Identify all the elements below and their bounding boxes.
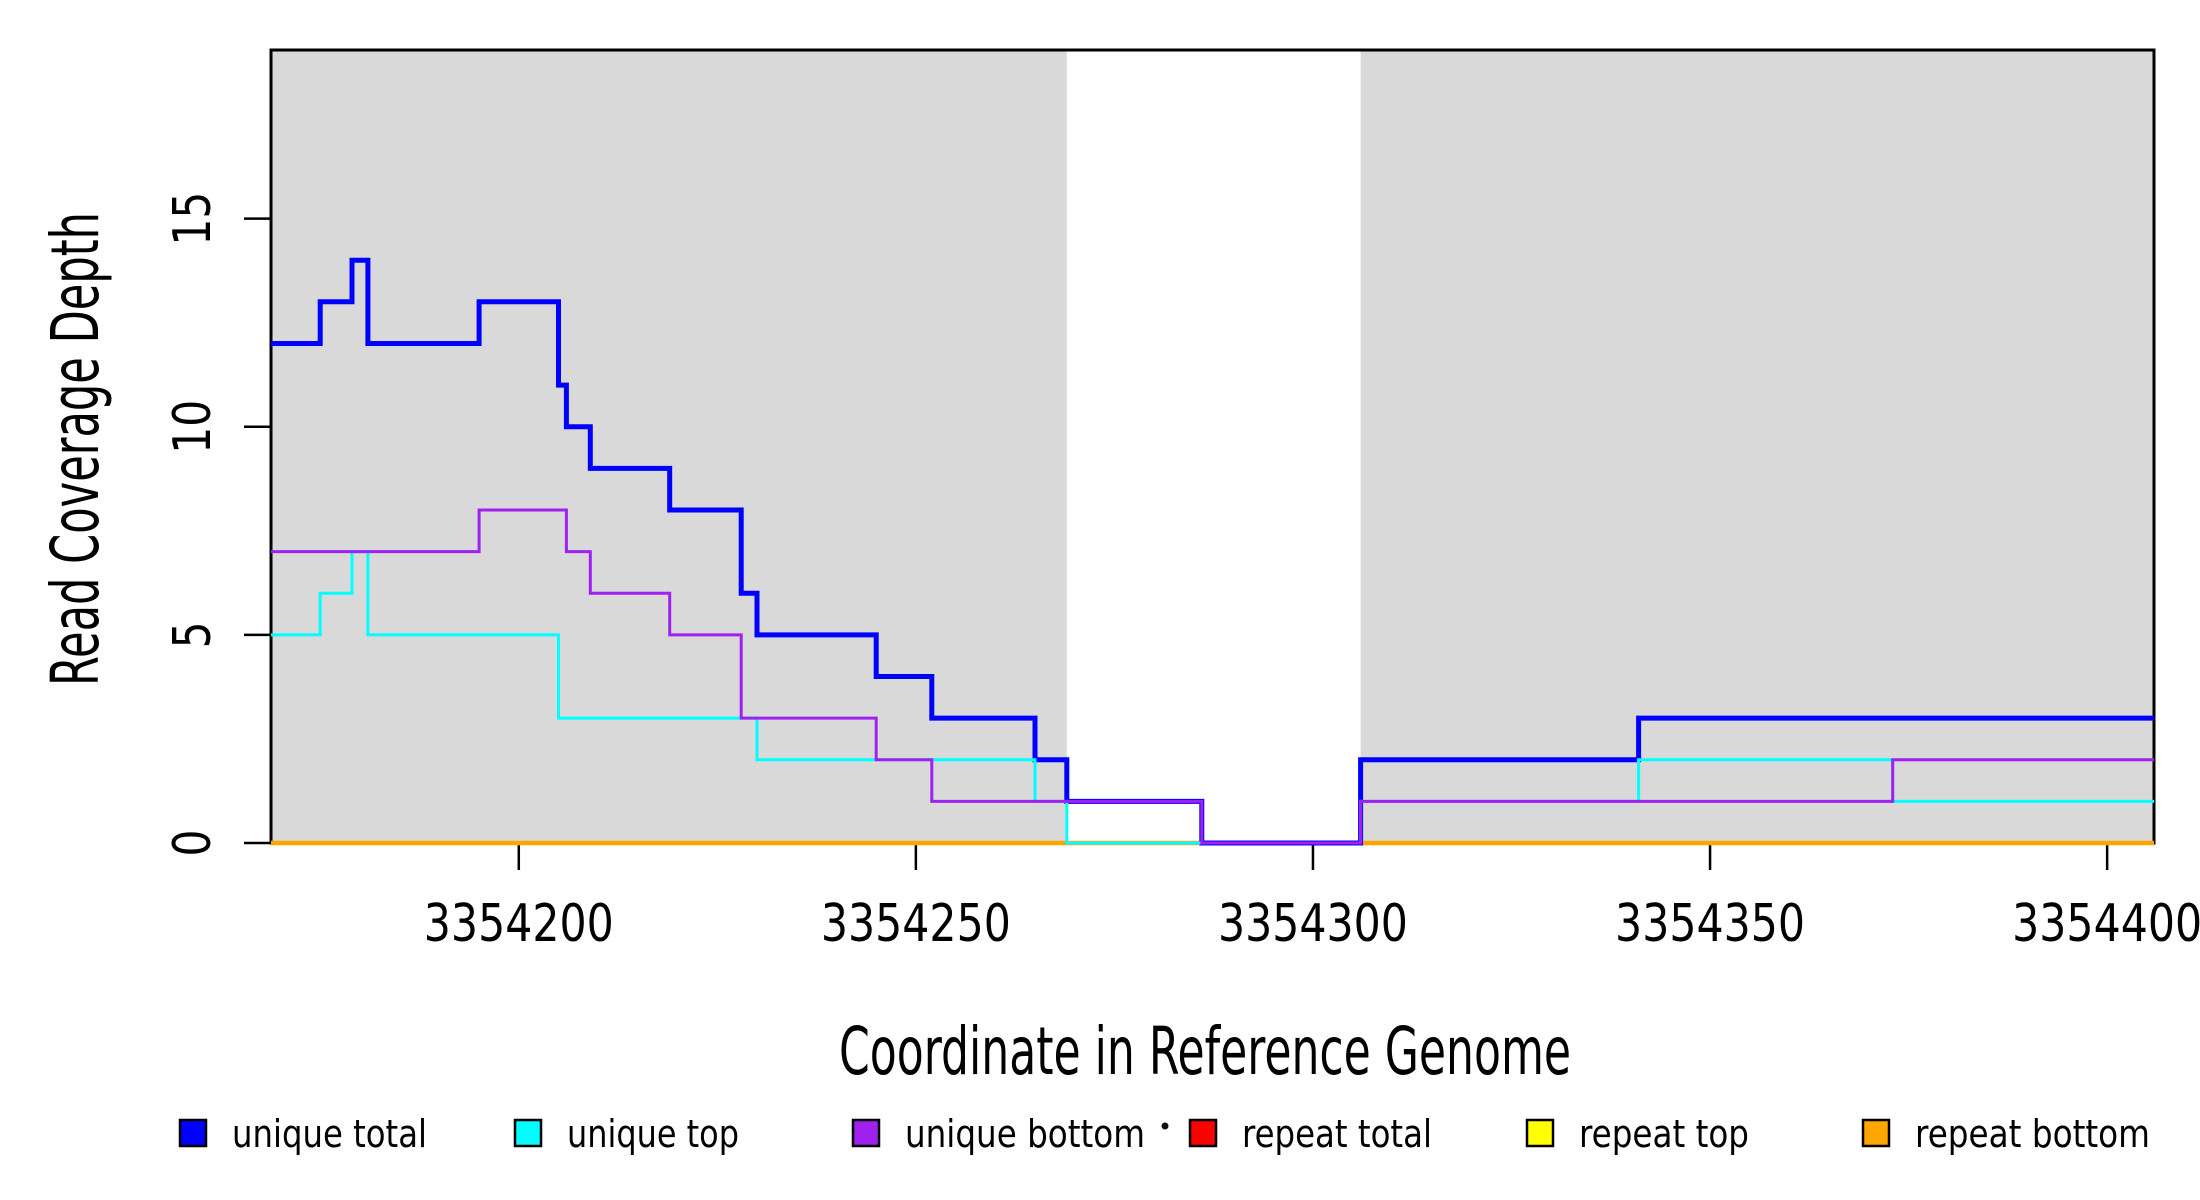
x-axis-tick-label-0: 3354200 [424,894,614,954]
x-axis-tick-label-2: 3354300 [1218,894,1408,954]
legend-label-repeat-total: repeat total [1242,1112,1432,1156]
legend: unique total unique top unique bottom repea… [178,1112,2150,1156]
y-axis-title: Read Coverage Depth [37,212,114,686]
repeat-region-shading-1 [1360,50,2154,843]
legend-swatch-repeat-top [1525,1118,1555,1148]
legend-swatch-repeat-total [1188,1118,1218,1148]
series-group [271,257,2154,846]
legend-label-unique-top: unique top [567,1112,739,1156]
x-axis-tick-label-4: 3354400 [2012,894,2200,954]
repeat-region-shading-0 [271,50,1067,843]
y-axis-tick-label-3: 15 [163,192,223,246]
y-axis-tick-label-1: 5 [163,621,223,648]
y-axis-tick-label-0: 0 [163,830,223,857]
y-axis-tick-label-2: 10 [163,400,223,454]
x-axis-tick-label-3: 3354350 [1615,894,1805,954]
legend-label-repeat-top: repeat top [1579,1112,1749,1156]
legend-swatch-repeat-bottom [1861,1118,1891,1148]
x-axis-tick-label-1: 3354250 [821,894,1011,954]
repeat-region-shading-group [271,50,2154,843]
x-axis-title: Coordinate in Reference Genome [839,1013,1571,1090]
axes-group: 3354200 3354250 3354300 3354350 3354400 0 5 10 1… [163,192,2200,954]
legend-label-unique-total: unique total [232,1112,427,1156]
legend-label-unique-bottom: unique bottom [905,1112,1145,1156]
legend-swatch-unique-top [513,1118,543,1148]
legend-label-repeat-bottom: repeat bottom [1915,1112,2150,1156]
legend-swatch-unique-total [178,1118,208,1148]
series-line-unique-bottom [271,508,2154,845]
stray-point-dot [1161,1122,1169,1130]
legend-swatch-unique-bottom [851,1118,881,1148]
